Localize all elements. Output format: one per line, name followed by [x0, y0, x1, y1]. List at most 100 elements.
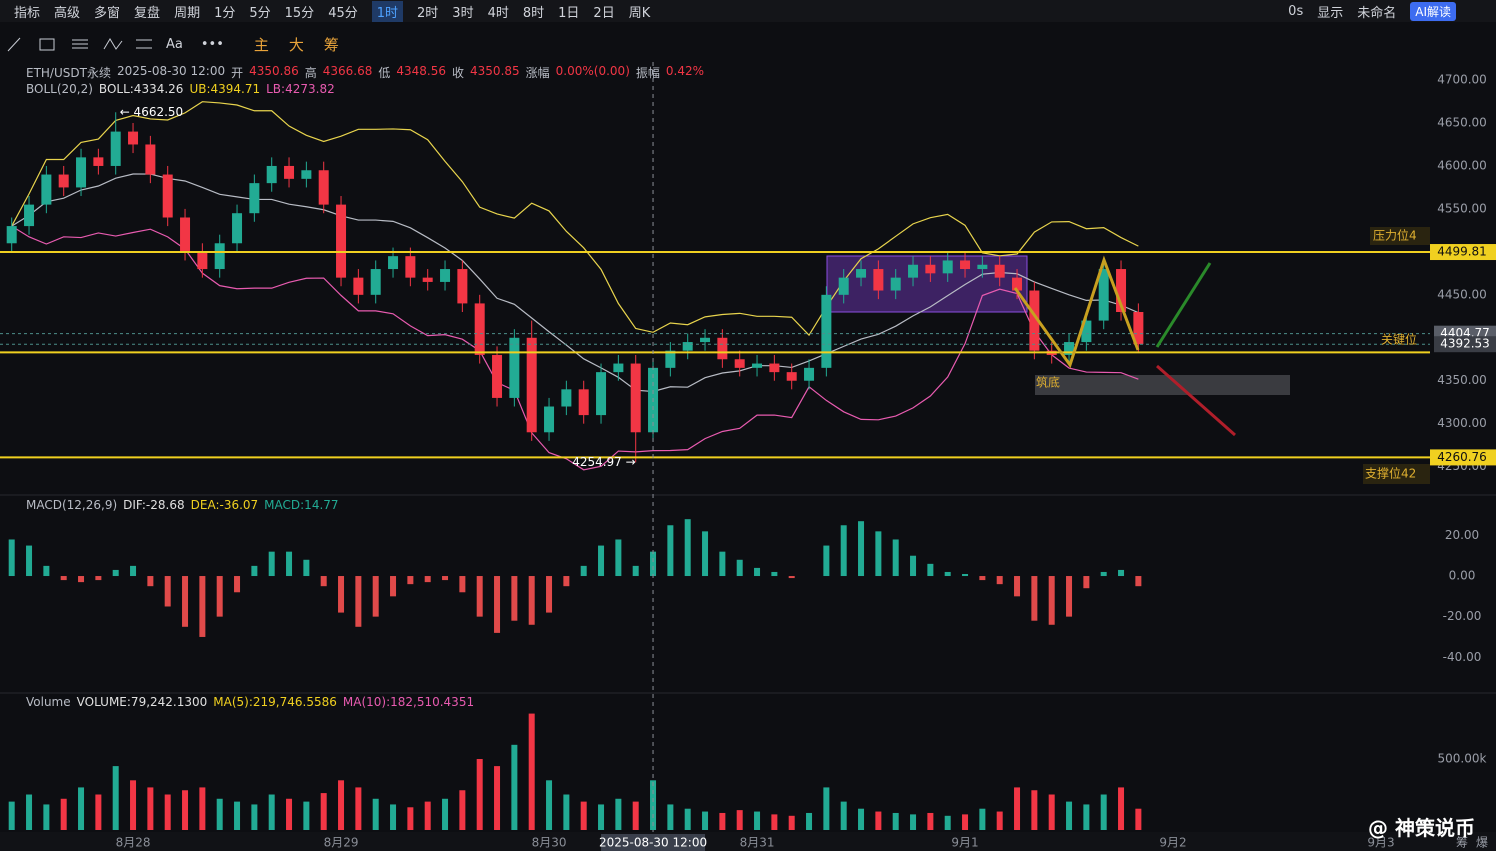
- volume-bar: [1048, 794, 1055, 830]
- font-tool[interactable]: Aa: [166, 36, 183, 52]
- y-tick-label: 20.00: [1445, 528, 1479, 542]
- period-item[interactable]: 2时: [417, 5, 439, 21]
- right-item[interactable]: 未命名: [1357, 5, 1397, 21]
- indicator-tool: 主: [253, 35, 269, 54]
- cursor-tag-bg: [1434, 325, 1496, 342]
- period-item[interactable]: 4时: [487, 5, 509, 21]
- period-item[interactable]: 1时: [371, 0, 404, 22]
- candle-body: [266, 165, 277, 184]
- volume-bar: [286, 798, 293, 830]
- stat-label: 低: [378, 66, 391, 80]
- candle-body: [890, 277, 901, 291]
- macd-bar: [338, 576, 345, 613]
- right-item[interactable]: 显示: [1317, 5, 1344, 21]
- volume-bar: [875, 811, 882, 830]
- macd-bar: [216, 576, 223, 617]
- macd-bar: [459, 576, 466, 593]
- volume-bar: [268, 794, 275, 830]
- key-label: 关键位: [1381, 332, 1417, 347]
- volume-bar: [182, 790, 189, 830]
- support-label: 支撑位42: [1365, 466, 1416, 481]
- volume-bar: [546, 780, 553, 830]
- volume-bar: [598, 804, 605, 830]
- candle-body: [665, 350, 676, 368]
- candle-body: [128, 131, 139, 145]
- macd-bar: [390, 576, 397, 597]
- volume-bar: [43, 804, 50, 830]
- candle-body: [925, 264, 936, 274]
- menu-item[interactable]: 指标: [14, 5, 41, 21]
- price-info: ETH/USDT永续 2025-08-30 12:00 开 4350.86 高 4366.…: [26, 64, 704, 81]
- stat-label: 收: [452, 66, 465, 80]
- candle-body: [58, 174, 69, 188]
- x-axis-bg: [0, 832, 1496, 851]
- volume-bar: [26, 794, 33, 830]
- candle-body: [960, 260, 971, 270]
- volume-bar: [355, 787, 362, 830]
- macd-bar: [927, 563, 934, 577]
- volume-bar: [910, 814, 917, 830]
- indicator-tool: 大: [288, 35, 304, 54]
- indicator-value: MACD:14.77: [264, 498, 339, 512]
- candle-body: [1012, 277, 1023, 291]
- period-item[interactable]: 2日: [593, 5, 615, 21]
- period-item[interactable]: 周K: [628, 5, 651, 21]
- crosshair-label: 2025-08-30 12:00: [599, 836, 707, 850]
- macd-bar: [43, 565, 50, 577]
- boll-info: BOLL(20,2) BOLL:4334.26 UB:4394.71 LB:4273.…: [26, 82, 335, 96]
- macd-info: MACD(12,26,9) DIF:-28.68 DEA:-36.07 MACD:14…: [26, 498, 339, 512]
- indicator-name: Volume: [26, 695, 71, 709]
- period-item[interactable]: 5分: [249, 5, 271, 21]
- volume-bar: [60, 798, 67, 830]
- candle-body: [318, 170, 329, 205]
- menu-item[interactable]: 复盘: [134, 5, 161, 21]
- macd-bar: [910, 555, 917, 577]
- volume-bar: [892, 812, 899, 830]
- macd-bar: [1083, 576, 1090, 589]
- indicator-value: UB:4394.71: [189, 82, 261, 96]
- boll-band: [11, 101, 1139, 337]
- candle-body: [24, 204, 35, 227]
- volume-bar: [147, 787, 154, 830]
- stat-label: 涨幅: [525, 66, 550, 80]
- macd-bar: [1118, 569, 1125, 577]
- resistance-label: 压力位4: [1373, 228, 1417, 243]
- candle-body: [440, 269, 451, 282]
- menu-item[interactable]: 高级: [54, 5, 81, 21]
- period-item[interactable]: 8时: [522, 5, 545, 21]
- candle-body: [509, 337, 520, 398]
- volume-bar: [979, 808, 986, 830]
- ai-button: AI解读: [1410, 1, 1456, 21]
- volume-bar: [112, 766, 119, 830]
- candle-body: [994, 264, 1005, 278]
- period-item[interactable]: 1分: [214, 5, 236, 21]
- volume-bar: [303, 801, 310, 830]
- macd-bar: [112, 569, 119, 577]
- period-item[interactable]: 3时: [452, 5, 474, 21]
- period-item[interactable]: 45分: [328, 5, 358, 21]
- volume-bar: [771, 814, 778, 830]
- macd-bar: [1048, 576, 1055, 625]
- volume-bar: [424, 801, 431, 830]
- period-item[interactable]: 15分: [284, 5, 315, 21]
- candle-body: [1116, 269, 1127, 313]
- more-tool[interactable]: •••: [200, 36, 224, 52]
- candle-body: [1133, 312, 1144, 345]
- menu-item[interactable]: 多窗: [94, 5, 121, 21]
- indicator-value: MA(5):219,746.5586: [213, 695, 337, 709]
- macd-bar: [1031, 576, 1038, 621]
- zigzag: [1013, 255, 1140, 369]
- candle-body: [977, 264, 988, 270]
- macd-bar: [563, 576, 570, 587]
- period-menu[interactable]: 周期: [174, 5, 201, 21]
- zone-box: [1035, 375, 1290, 395]
- volume-bar: [1031, 790, 1038, 830]
- volume-bar: [944, 815, 951, 830]
- level-tag: 4260.76: [1437, 450, 1487, 464]
- period-item[interactable]: 1日: [558, 5, 580, 21]
- right-item[interactable]: 0s: [1288, 3, 1304, 19]
- candle-body: [578, 389, 589, 416]
- x-tick-label: 9月2: [1159, 836, 1186, 850]
